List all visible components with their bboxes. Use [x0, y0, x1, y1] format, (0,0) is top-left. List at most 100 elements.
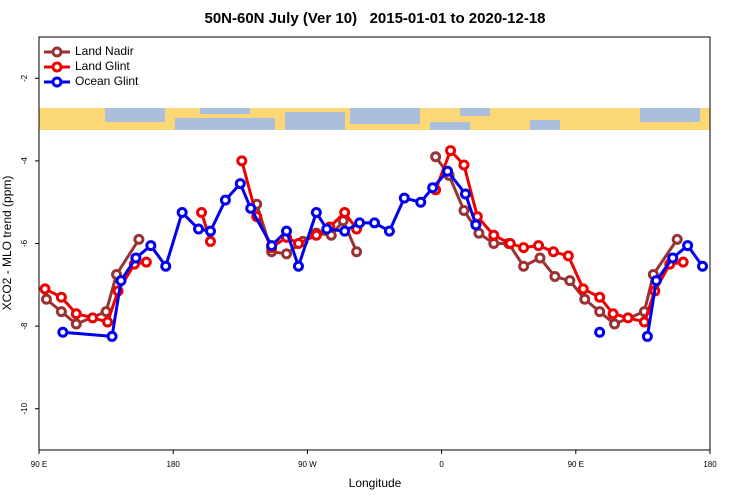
series-point [594, 291, 606, 303]
series-point [310, 229, 322, 241]
series-point [459, 188, 471, 200]
series-point [442, 165, 454, 177]
series-point [579, 293, 591, 305]
series-point [677, 256, 689, 268]
y-tick-label: -8 [20, 322, 29, 330]
series-point [234, 178, 246, 190]
series-point [193, 223, 205, 235]
series-point [354, 217, 366, 229]
series-point [130, 252, 142, 264]
series-point [102, 316, 114, 328]
series-point [577, 283, 589, 295]
legend-label: Land Nadir [75, 44, 134, 58]
series-point [133, 233, 145, 245]
legend-label: Land Glint [75, 59, 130, 73]
series-point [369, 217, 380, 229]
series-point [562, 250, 574, 262]
series-point [245, 202, 257, 214]
series-point [609, 318, 621, 330]
series-point [547, 246, 559, 258]
series-point [671, 233, 683, 245]
x-tick-label: 180 [703, 460, 717, 469]
series-point [430, 151, 442, 163]
series-point [564, 275, 576, 287]
series-point [266, 240, 278, 252]
series-point [339, 225, 351, 237]
series-point [39, 283, 51, 295]
series-point [281, 225, 293, 237]
series-point [351, 246, 363, 258]
series-point [55, 291, 67, 303]
series-point [518, 242, 530, 254]
series-point [281, 248, 293, 260]
series-point [650, 275, 662, 287]
series-point [236, 155, 248, 167]
legend-label: Ocean Glint [75, 74, 139, 88]
x-tick-label: 90 W [298, 460, 317, 469]
x-tick-label: 90 E [568, 460, 584, 469]
series-point [176, 207, 188, 219]
series-point [57, 326, 69, 338]
series-point [160, 260, 172, 272]
series-point [518, 260, 530, 272]
x-axis-label: Longitude [349, 476, 402, 490]
series-point [504, 238, 516, 249]
series-point [415, 196, 427, 208]
chart-title: 50N-60N July (Ver 10) 2015-01-01 to 2020… [204, 10, 545, 27]
series-point [310, 207, 322, 219]
y-tick-label: -10 [20, 402, 29, 414]
series-point [667, 252, 679, 264]
series-point [204, 225, 216, 237]
series-point [427, 182, 439, 194]
series-point [339, 207, 351, 219]
series-point [549, 271, 561, 283]
series-point [196, 207, 208, 219]
legend-marker [51, 46, 63, 58]
series-point [106, 330, 118, 342]
x-tick-label: 0 [439, 460, 444, 469]
series-point [115, 275, 127, 287]
series-point [321, 223, 333, 235]
series-point [87, 312, 99, 324]
series-point [145, 240, 157, 252]
y-axis-label: XCO2 - MLO trend (ppm) [0, 176, 14, 311]
series-point [292, 238, 304, 249]
map-strip [39, 108, 710, 130]
legend-marker [51, 76, 63, 88]
series-point [40, 293, 52, 305]
series-point [594, 306, 606, 318]
series-point [70, 318, 82, 330]
series-point [458, 204, 470, 216]
series-point [140, 256, 152, 268]
series-point [641, 330, 653, 342]
series-point [398, 192, 410, 204]
y-tick-label: -6 [20, 239, 29, 247]
series-point [204, 235, 216, 247]
series-point [383, 225, 395, 237]
series-point [470, 219, 482, 231]
y-tick-label: -2 [20, 74, 29, 82]
series-point [697, 260, 709, 272]
series-point [488, 229, 500, 241]
x-tick-label: 90 E [31, 460, 47, 469]
series-point [70, 308, 82, 320]
series-point [622, 312, 634, 324]
series-point [55, 306, 67, 318]
legend-marker [51, 61, 63, 73]
series-point [594, 326, 606, 338]
series-point [219, 194, 231, 206]
series-point [533, 240, 545, 252]
series-point [534, 252, 546, 264]
series-point [682, 240, 694, 252]
series-point [292, 260, 304, 272]
series-point [458, 159, 470, 171]
series-point [607, 308, 619, 320]
series-point [638, 316, 650, 328]
x-tick-label: 180 [167, 460, 181, 469]
y-tick-label: -4 [20, 157, 29, 165]
series-point [445, 145, 457, 157]
series-line [62, 169, 704, 338]
series-line [44, 149, 684, 324]
